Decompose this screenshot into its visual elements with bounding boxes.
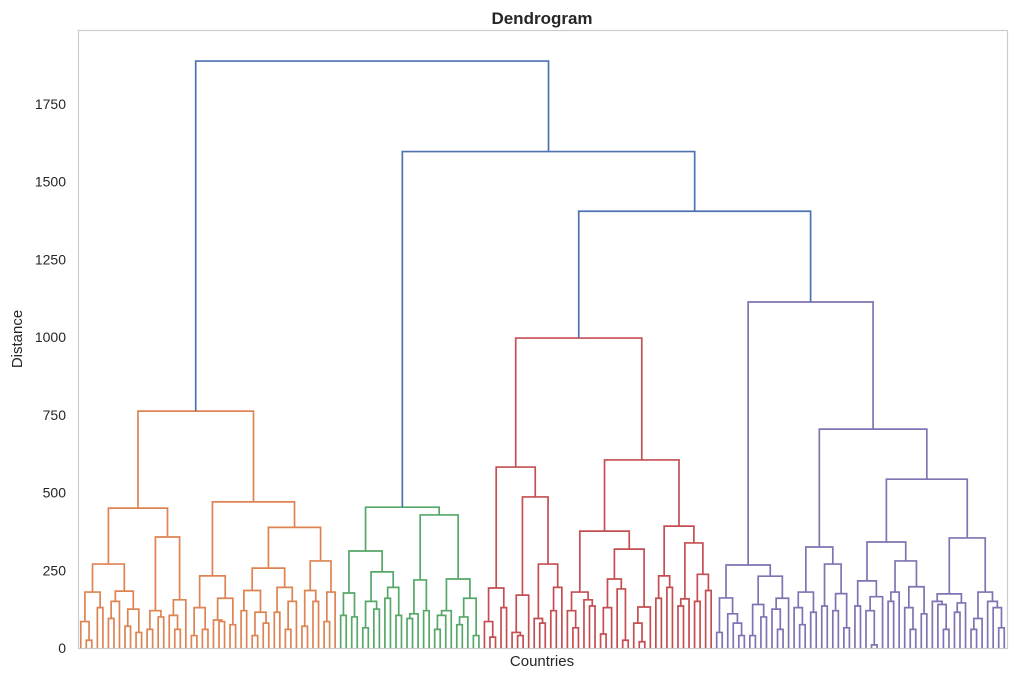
cluster-link (538, 622, 547, 648)
y-tick-label: 1250 (35, 251, 66, 267)
cluster-link (361, 626, 370, 648)
cluster-link (533, 617, 544, 648)
cluster-link (715, 631, 724, 648)
cluster-link (992, 606, 1003, 648)
cluster-link (948, 537, 987, 594)
y-tick-label: 1750 (35, 96, 66, 112)
cluster-link (303, 589, 317, 627)
cluster-link (751, 603, 765, 636)
y-tick-label: 750 (43, 407, 67, 423)
y-axis-ticks: 0 250 500 750 1000 1250 1500 1750 (35, 96, 66, 656)
cluster-link (907, 585, 925, 614)
cluster-link (602, 606, 613, 648)
cluster-link (413, 579, 428, 614)
cluster-link (997, 626, 1006, 648)
cluster-link (613, 548, 645, 607)
cluster-link (342, 592, 356, 617)
cluster-link (638, 640, 646, 648)
cluster-link (309, 560, 332, 593)
y-tick-label: 1000 (35, 329, 66, 345)
cluster-link (696, 573, 710, 602)
cluster-link (572, 626, 580, 648)
cluster-link (684, 542, 704, 599)
cluster-link (732, 622, 743, 648)
cluster-link (107, 507, 169, 565)
cluster-link (419, 514, 460, 580)
cluster-link (843, 626, 851, 648)
cluster-link (500, 606, 508, 648)
cluster-link (406, 617, 414, 648)
y-tick-label: 500 (43, 485, 67, 501)
cluster-link (135, 631, 143, 648)
cluster-link (632, 622, 643, 648)
cluster-link (637, 606, 652, 648)
cluster-link (603, 459, 680, 532)
cluster-link (521, 496, 549, 596)
cluster-link (126, 608, 140, 633)
plot-area (77, 29, 1009, 650)
cluster-link (172, 598, 187, 648)
cluster-link (903, 606, 914, 648)
cluster-link (972, 617, 983, 648)
y-tick-label: 1500 (35, 174, 66, 190)
cluster-link (243, 589, 262, 613)
cluster-link (718, 597, 734, 633)
cluster-link (818, 428, 928, 547)
cluster-link (616, 588, 627, 648)
cluster-link (793, 606, 804, 648)
cluster-link (216, 597, 234, 625)
cluster-link (408, 612, 419, 648)
cluster-link (107, 617, 115, 648)
cluster-link (462, 597, 477, 636)
cluster-link (956, 602, 967, 648)
cluster-link (384, 597, 392, 648)
cluster-link (894, 560, 918, 593)
cluster-link (771, 608, 782, 648)
top-link (194, 60, 550, 412)
cluster-link (511, 631, 522, 648)
y-tick-label: 250 (43, 562, 67, 578)
cluster-link (445, 578, 471, 611)
cluster-link (114, 590, 135, 610)
cluster-link (372, 608, 381, 648)
cluster-link (726, 612, 739, 648)
cluster-link (583, 598, 594, 648)
cluster-link (606, 578, 623, 608)
cluster-link (193, 606, 207, 636)
cluster-link (515, 594, 530, 648)
cluster-link (96, 606, 104, 648)
chart-title: Dendrogram (491, 9, 592, 28)
cluster-link (663, 525, 695, 576)
cluster-link (655, 597, 663, 648)
x-axis-label: Countries (510, 653, 574, 670)
cluster-link (489, 636, 497, 648)
cluster-link (920, 612, 928, 648)
cluster-link (937, 603, 948, 648)
cluster-link (251, 567, 286, 591)
cluster-link (704, 589, 713, 648)
cluster-link (805, 546, 834, 593)
cluster-link (262, 622, 270, 648)
cluster-link (137, 410, 255, 509)
dendrogram-links (79, 60, 1006, 648)
y-tick-label: 0 (58, 640, 66, 656)
cluster-link (834, 592, 848, 628)
cluster-link (578, 530, 631, 593)
cluster-link (775, 597, 790, 648)
y-axis-label: Distance (9, 310, 26, 368)
